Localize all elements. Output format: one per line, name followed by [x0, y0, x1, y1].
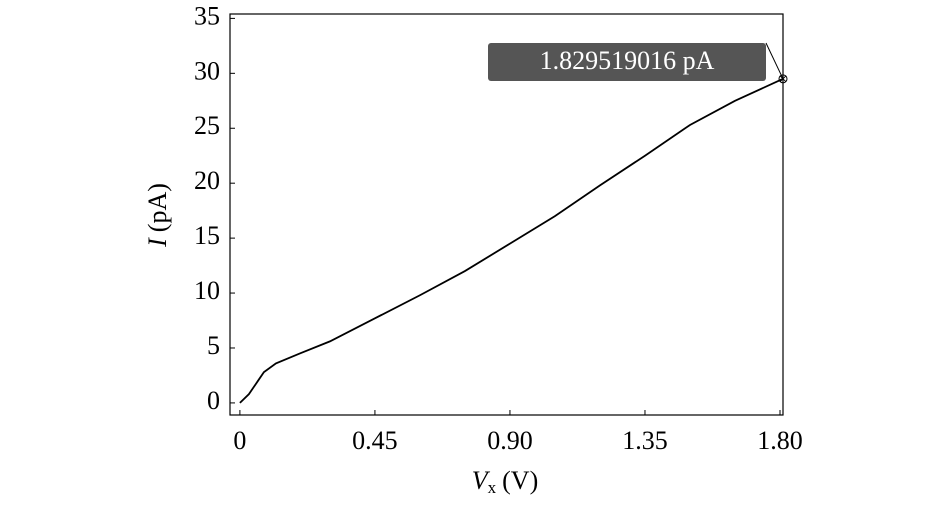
y-tick-label: 0 — [207, 386, 220, 415]
x-tick-label: 0.90 — [487, 426, 533, 455]
y-label-unit: (pA) — [143, 183, 172, 232]
y-tick-label: 30 — [194, 56, 220, 85]
x-tick-label: 1.35 — [622, 426, 668, 455]
plot-frame — [229, 13, 784, 416]
y-label-symbol: I — [143, 237, 172, 248]
x-axis-label: Vx (V) — [472, 466, 538, 497]
x-label-symbol: V — [472, 466, 491, 495]
data-line — [239, 78, 784, 404]
y-tick-label: 20 — [194, 166, 220, 195]
y-tick-label: 25 — [194, 111, 220, 140]
x-tick-label: 1.80 — [757, 426, 803, 455]
x-label-subscript: x — [488, 478, 497, 497]
annotation-text: 1.829519016 pA — [540, 46, 715, 75]
y-tick-label: 15 — [194, 221, 220, 250]
x-tick-label: 0 — [233, 426, 246, 455]
y-tick-label: 35 — [194, 1, 220, 30]
annotation-leader — [765, 42, 784, 80]
x-label-unit: (V) — [502, 466, 538, 495]
y-tick-label: 5 — [207, 331, 220, 360]
annotation-marker-cross — [779, 75, 787, 83]
annotation-box — [488, 43, 766, 81]
y-tick-label: 10 — [194, 276, 220, 305]
x-tick-label: 0.45 — [352, 426, 398, 455]
annotation-marker — [778, 74, 788, 84]
y-axis-label: I (pA) — [143, 183, 172, 248]
